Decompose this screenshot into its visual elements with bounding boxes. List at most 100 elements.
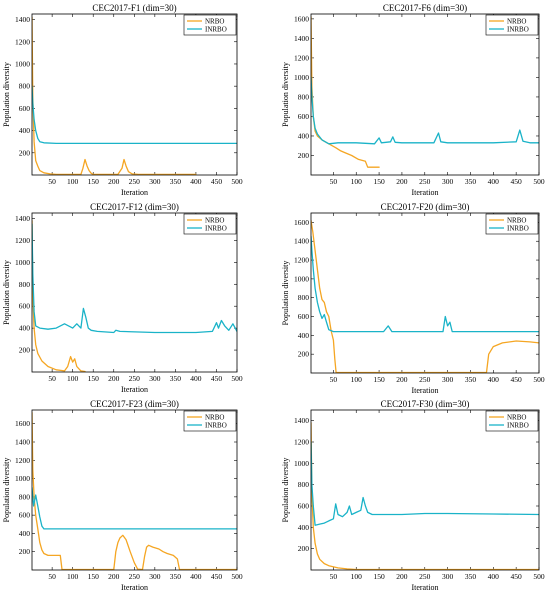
y-tick-label: 1400 — [15, 15, 30, 24]
y-tick-label: 1000 — [15, 258, 30, 267]
series-line-nrbo — [311, 219, 539, 373]
x-tick-label: 100 — [351, 572, 363, 581]
y-tick-label: 400 — [298, 331, 310, 340]
series-line-nrbo — [311, 16, 380, 168]
chart-title: CEC2017-F30 (dim=30) — [381, 399, 470, 409]
x-tick-label: 150 — [88, 374, 100, 383]
chart-panel-5: CEC2017-F23 (dim=30) 50 100 150 200 250 300 350… — [2, 399, 243, 592]
y-tick-label: 800 — [19, 280, 31, 289]
y-tick-label: 400 — [19, 126, 31, 135]
y-tick-label: 400 — [19, 529, 31, 538]
x-tick-label: 450 — [211, 177, 223, 186]
chart-title: CEC2017-F12 (dim=30) — [90, 202, 179, 212]
x-tick-label: 250 — [419, 177, 431, 186]
x-tick-label: 150 — [88, 177, 100, 186]
y-tick-label: 600 — [19, 511, 31, 520]
legend-label-inrbo: INRBO — [205, 225, 227, 233]
y-tick-label: 1600 — [294, 14, 309, 23]
plot-frame — [310, 212, 540, 374]
chart-panel-2: CEC2017-F6 (dim=30) 50 100 150 200 250 300 350 4… — [281, 3, 545, 197]
x-tick-label: 450 — [211, 572, 223, 581]
x-axis-label: Iteration — [411, 188, 438, 197]
series-line-inrbo — [32, 223, 237, 334]
x-axis-label: Iteration — [121, 583, 148, 592]
x-tick-label: 250 — [129, 572, 141, 581]
x-tick-label: 400 — [488, 375, 500, 384]
x-tick-label: 300 — [149, 572, 161, 581]
y-tick-label: 1200 — [15, 236, 30, 245]
y-tick-label: 200 — [19, 547, 31, 556]
x-tick-label: 50 — [48, 374, 56, 383]
x-axis-label: Iteration — [121, 188, 148, 197]
x-tick-label: 300 — [442, 572, 454, 581]
x-tick-label: 200 — [108, 374, 120, 383]
legend-label-nrbo: NRBO — [507, 217, 526, 225]
y-tick-label: 800 — [19, 492, 31, 501]
series-line-nrbo — [32, 16, 197, 175]
y-tick-label: 1200 — [294, 256, 309, 265]
y-tick-label: 1200 — [15, 37, 30, 46]
legend-label-nrbo: NRBO — [205, 217, 224, 225]
y-tick-label: 1200 — [294, 53, 309, 62]
x-tick-label: 250 — [419, 572, 431, 581]
x-tick-label: 300 — [442, 177, 454, 186]
y-tick-label: 1200 — [15, 456, 30, 465]
y-tick-label: 1200 — [294, 438, 309, 447]
x-tick-label: 250 — [129, 374, 141, 383]
series-line-inrbo — [311, 235, 539, 333]
y-tick-label: 200 — [298, 350, 310, 359]
x-tick-label: 50 — [330, 177, 338, 186]
legend-label-nrbo: NRBO — [507, 18, 526, 26]
legend-label-inrbo: INRBO — [507, 26, 529, 34]
x-tick-label: 350 — [465, 572, 477, 581]
legend-box — [485, 14, 539, 36]
legend-label-nrbo: NRBO — [205, 18, 224, 26]
x-tick-label: 350 — [170, 177, 182, 186]
x-tick-label: 500 — [231, 374, 243, 383]
x-tick-label: 50 — [330, 572, 338, 581]
y-tick-label: 600 — [19, 104, 31, 113]
y-tick-label: 1000 — [294, 274, 309, 283]
y-tick-label: 600 — [19, 302, 31, 311]
x-tick-label: 350 — [170, 374, 182, 383]
y-tick-label: 1400 — [294, 416, 309, 425]
y-tick-label: 1400 — [15, 438, 30, 447]
y-tick-label: 600 — [298, 112, 310, 121]
x-tick-label: 500 — [231, 572, 243, 581]
y-tick-label: 600 — [298, 502, 310, 511]
x-tick-label: 350 — [170, 572, 182, 581]
y-tick-label: 1600 — [15, 419, 30, 428]
x-tick-label: 300 — [149, 177, 161, 186]
plot-frame — [31, 13, 238, 176]
series-line-inrbo — [311, 441, 539, 526]
y-axis-label: Population diversity — [281, 261, 290, 326]
legend-box — [183, 410, 237, 432]
x-tick-label: 450 — [211, 374, 223, 383]
y-tick-label: 1000 — [15, 474, 30, 483]
legend-box — [183, 213, 237, 235]
x-tick-label: 50 — [330, 375, 338, 384]
x-tick-label: 100 — [351, 375, 363, 384]
y-tick-label: 200 — [298, 544, 310, 553]
legend-label-inrbo: INRBO — [205, 26, 227, 34]
x-tick-label: 350 — [465, 375, 477, 384]
y-tick-label: 1600 — [294, 218, 309, 227]
x-tick-label: 500 — [533, 375, 545, 384]
legend-box — [485, 410, 539, 432]
series-line-nrbo — [32, 220, 86, 372]
x-tick-label: 350 — [465, 177, 477, 186]
x-tick-label: 300 — [442, 375, 454, 384]
x-tick-label: 400 — [190, 177, 202, 186]
x-tick-label: 500 — [533, 177, 545, 186]
x-tick-label: 200 — [396, 572, 408, 581]
y-axis-label: Population diversity — [2, 62, 11, 127]
y-tick-label: 400 — [19, 324, 31, 333]
legend-box — [485, 213, 539, 235]
y-tick-label: 1000 — [294, 459, 309, 468]
x-tick-label: 200 — [108, 177, 120, 186]
x-tick-label: 450 — [511, 177, 523, 186]
y-axis-label: Population diversity — [2, 260, 11, 325]
